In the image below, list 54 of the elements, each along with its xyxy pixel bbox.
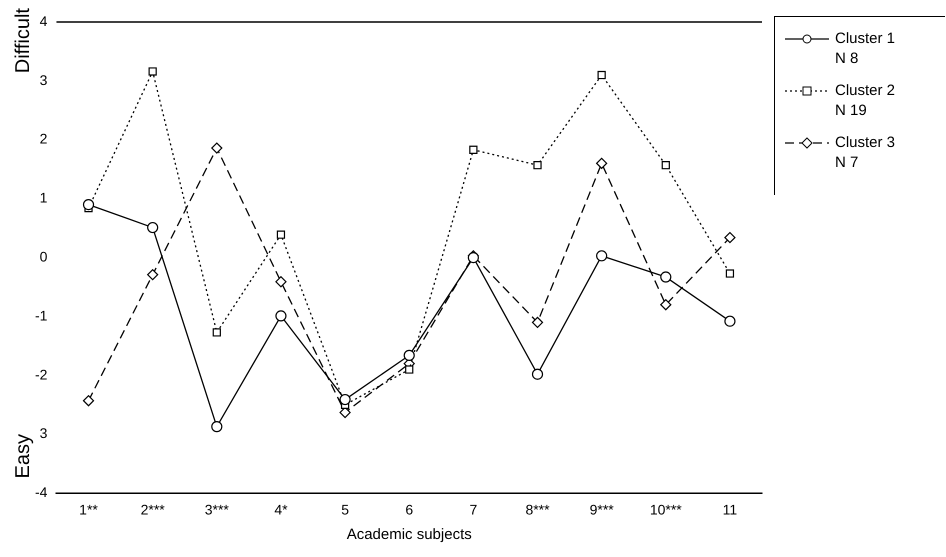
point — [211, 421, 222, 432]
point — [147, 222, 158, 234]
y-tick-label: 3 — [40, 425, 48, 442]
point — [405, 365, 414, 374]
point — [598, 70, 606, 80]
y-tick-label: 4 — [40, 12, 48, 29]
x-tick-label: 3*** — [204, 501, 230, 518]
point — [726, 269, 734, 278]
point — [276, 230, 286, 239]
x-tick-label: 5 — [341, 501, 350, 518]
x-tick-label: 2*** — [140, 501, 166, 518]
x-tick-label: 11 — [722, 501, 738, 518]
point — [212, 328, 221, 337]
point — [662, 160, 670, 170]
point — [82, 395, 94, 406]
x-tick-label: 1** — [79, 501, 98, 518]
point — [533, 160, 542, 170]
y-tick-label: 2 — [40, 130, 48, 147]
y-tick-label: 1 — [40, 190, 48, 206]
text: Easy — [12, 434, 34, 478]
x-tick-label: 4* — [274, 501, 288, 518]
y-tick-label: 3 — [40, 72, 48, 88]
point — [339, 394, 351, 406]
point — [468, 252, 479, 264]
point — [275, 276, 287, 288]
point — [724, 232, 736, 244]
x-tick-label: 10*** — [650, 501, 682, 518]
point — [724, 316, 736, 327]
point — [147, 269, 158, 280]
point — [469, 146, 478, 154]
x-tick-label: 9*** — [590, 501, 614, 518]
text: Difficult — [12, 8, 34, 74]
point — [596, 158, 608, 169]
point — [660, 299, 672, 310]
point — [148, 67, 157, 76]
point — [211, 142, 222, 154]
point — [532, 316, 544, 328]
point — [660, 271, 672, 283]
x-tick-label: 6 — [405, 501, 414, 518]
legend-label: Cluster 1 N 8 — [835, 29, 896, 69]
y-tick-label: 0 — [40, 248, 48, 264]
y-tick-label: -1 — [34, 307, 48, 324]
x-tick-label: 7 — [469, 501, 478, 518]
point — [404, 350, 415, 361]
y-tick-label: -2 — [34, 366, 48, 382]
x-axis-title: Academic subjects — [346, 526, 472, 544]
legend-label: Cluster 3 N 7 — [835, 133, 896, 173]
point — [532, 368, 544, 380]
point — [596, 250, 608, 262]
x-tick-label: 8*** — [525, 501, 550, 518]
point — [275, 310, 287, 322]
point — [82, 198, 94, 210]
legend-label: Cluster 2 N 19 — [835, 81, 896, 121]
y-tick-label: -4 — [34, 484, 48, 500]
